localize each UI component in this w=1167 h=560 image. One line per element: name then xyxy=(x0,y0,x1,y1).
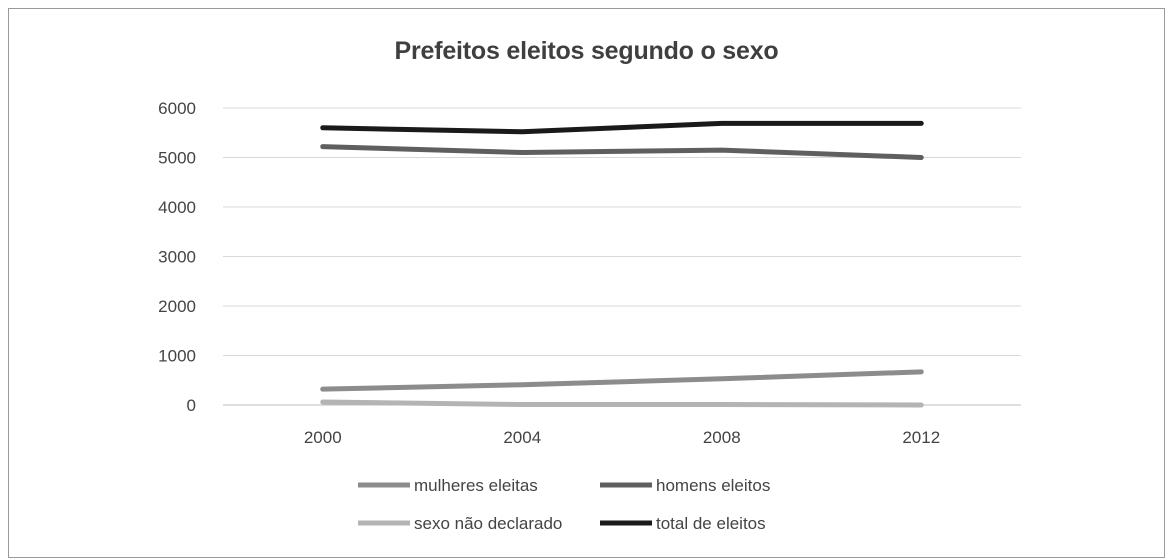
series-line-sexo-nao-declarado xyxy=(320,399,924,408)
x-tick-label: 2000 xyxy=(304,428,342,447)
series-line-total-de-eleitos xyxy=(320,120,924,135)
y-tick-label: 6000 xyxy=(158,99,196,118)
data-point-sexo-nao-declarado xyxy=(919,403,924,407)
legend-label-sexo-nao-declarado: sexo não declarado xyxy=(414,514,562,533)
x-tick-label: 2008 xyxy=(703,428,741,447)
data-point-mulheres-eleitas xyxy=(320,387,325,392)
series-line-homens-eleitos xyxy=(320,144,924,160)
y-tick-label: 2000 xyxy=(158,297,196,316)
data-point-sexo-nao-declarado xyxy=(719,402,724,407)
data-point-total-de-eleitos xyxy=(520,129,525,134)
data-point-sexo-nao-declarado xyxy=(320,400,325,405)
data-point-homens-eleitos xyxy=(719,148,724,153)
data-point-homens-eleitos xyxy=(919,155,924,160)
legend-label-mulheres-eleitas: mulheres eleitas xyxy=(414,476,538,495)
chart-title: Prefeitos eleitos segundo o sexo xyxy=(394,37,779,65)
data-point-total-de-eleitos xyxy=(719,121,724,126)
data-point-homens-eleitos xyxy=(320,144,325,149)
x-tick-label: 2012 xyxy=(902,428,940,447)
y-tick-label: 3000 xyxy=(158,248,196,267)
data-point-mulheres-eleitas xyxy=(520,382,525,387)
data-point-total-de-eleitos xyxy=(320,125,325,130)
series-line-mulheres-eleitas xyxy=(320,369,924,392)
y-tick-label: 5000 xyxy=(158,149,196,168)
y-tick-label: 0 xyxy=(187,396,196,415)
data-point-total-de-eleitos xyxy=(919,121,924,126)
legend-label-homens-eleitos: homens eleitos xyxy=(656,476,770,495)
y-tick-label: 4000 xyxy=(158,198,196,217)
data-point-homens-eleitos xyxy=(520,150,525,155)
x-tick-label: 2004 xyxy=(503,428,541,447)
data-point-mulheres-eleitas xyxy=(719,376,724,381)
chart-frame: Prefeitos eleitos segundo o sexo xyxy=(8,8,1165,558)
data-point-sexo-nao-declarado xyxy=(520,402,525,407)
data-point-mulheres-eleitas xyxy=(919,369,924,374)
legend-label-total-de-eleitos: total de eleitos xyxy=(656,514,766,533)
y-tick-label: 1000 xyxy=(158,347,196,366)
